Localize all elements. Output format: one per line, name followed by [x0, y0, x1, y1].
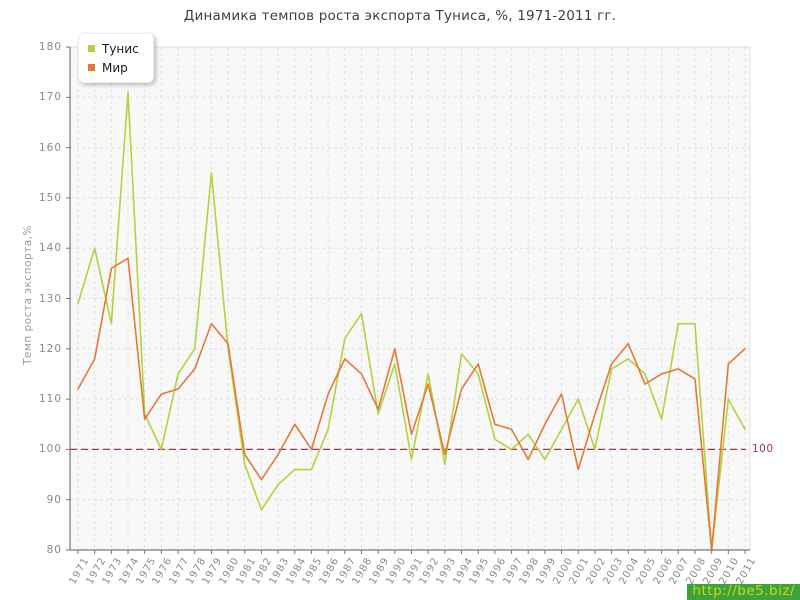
- watermark-link[interactable]: http://be5.biz/: [687, 584, 800, 600]
- legend-label-tunis: Тунис: [102, 41, 139, 56]
- y-tick-label: 170: [38, 91, 62, 104]
- y-tick-label: 100: [38, 443, 62, 456]
- legend: Тунис Мир: [78, 33, 154, 83]
- legend-swatch-mir-icon: [88, 64, 95, 71]
- series-line-0: [77, 91, 746, 551]
- legend-label-mir: Мир: [102, 60, 128, 75]
- legend-swatch-tunis-icon: [88, 45, 95, 52]
- y-tick-label: 130: [38, 292, 62, 305]
- y-tick-label: 80: [46, 544, 62, 556]
- y-tick-label: 120: [38, 342, 62, 355]
- reference-line-label: 100: [752, 443, 774, 456]
- y-tick-label: 110: [38, 393, 62, 406]
- series-line-1: [77, 257, 746, 551]
- y-tick-label: 140: [38, 242, 62, 255]
- y-tick-label: 160: [38, 141, 62, 154]
- chart-title: Динамика темпов роста экспорта Туниса, %…: [183, 8, 617, 24]
- y-tick-label: 90: [46, 493, 62, 506]
- y-tick-label: 180: [38, 41, 62, 53]
- y-tick-label: 150: [38, 191, 62, 204]
- legend-item-tunis: Тунис: [88, 39, 139, 58]
- legend-item-mir: Мир: [88, 58, 139, 77]
